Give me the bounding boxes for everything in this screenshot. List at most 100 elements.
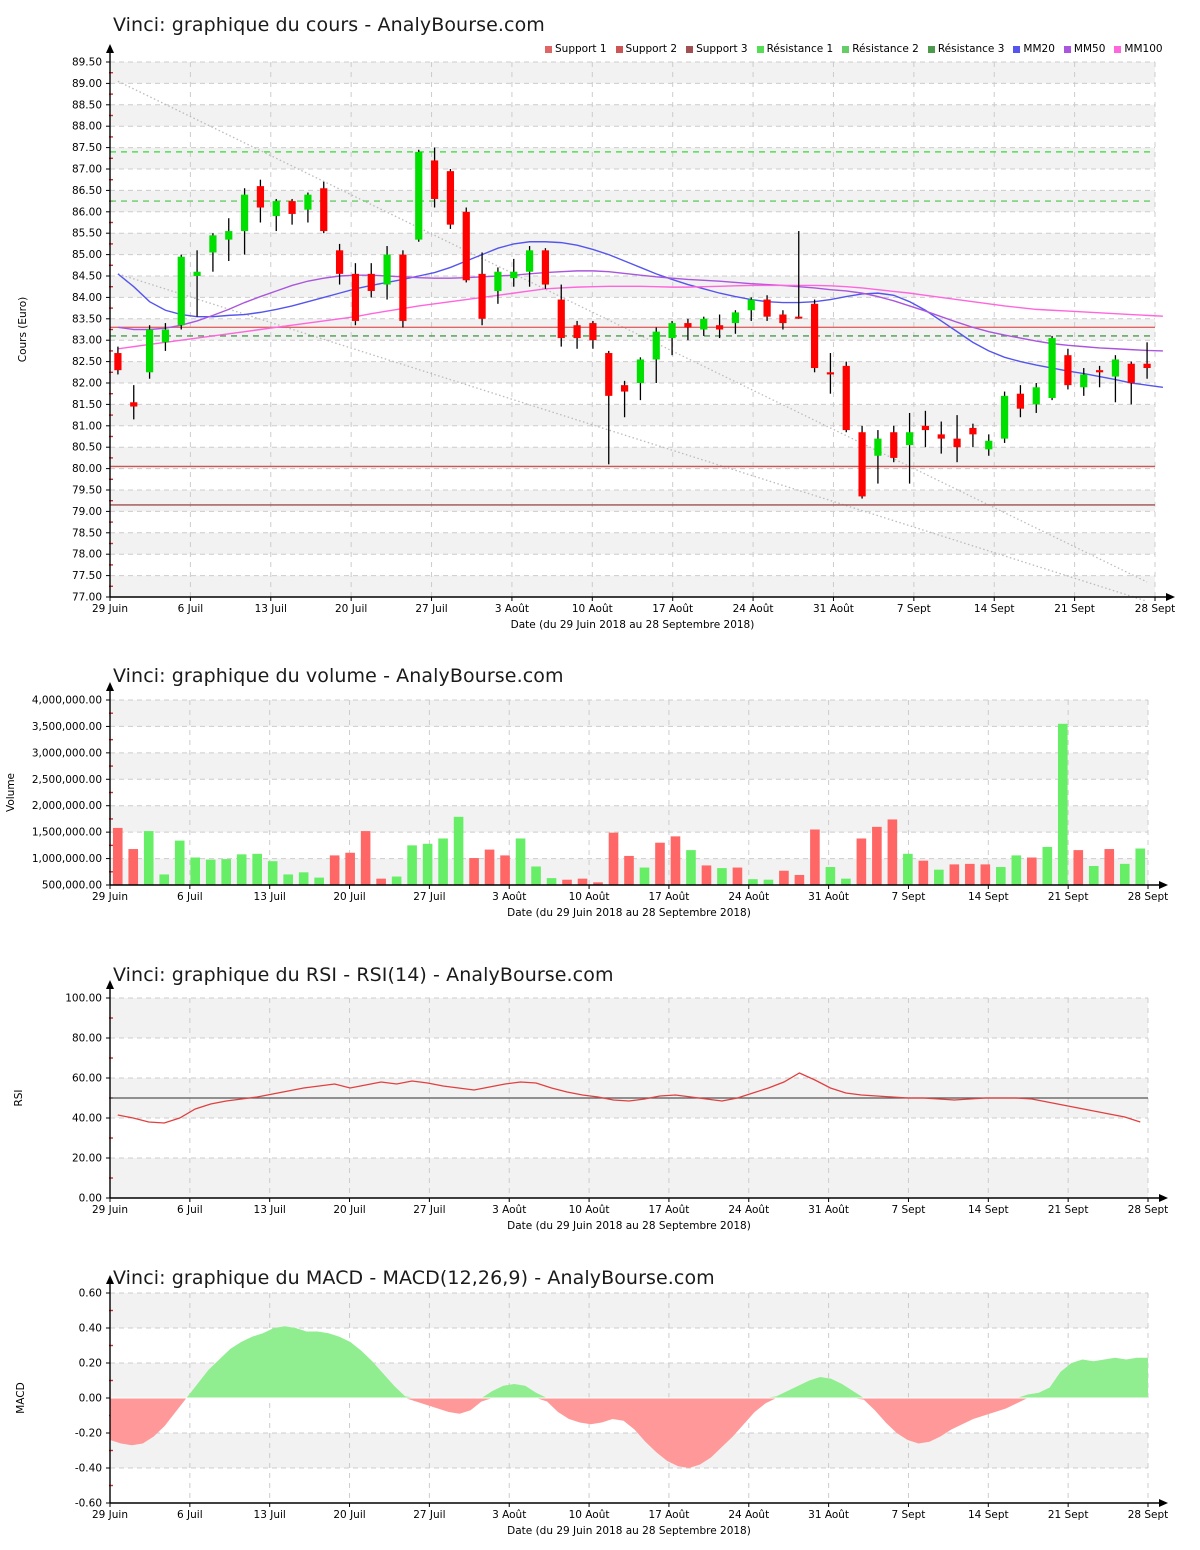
y-tick-label: 0.40 xyxy=(79,1323,102,1335)
volume-bar xyxy=(686,850,696,885)
candle-body xyxy=(779,314,787,324)
y-tick-label: -0.20 xyxy=(75,1428,102,1440)
y-tick-label: 78.50 xyxy=(72,527,102,539)
candlestick xyxy=(810,299,819,373)
x-tick-label: 24 Août xyxy=(728,1204,769,1216)
legend-swatch-icon xyxy=(545,45,552,53)
x-tick-label: 29 Juin xyxy=(92,891,128,903)
y-tick-label: 85.50 xyxy=(72,228,102,240)
y-tick-labels: 0.00 20.00 40.00 60.00 80.00 100.00 xyxy=(65,993,110,1205)
candle-body xyxy=(1111,359,1120,377)
volume-bar xyxy=(1011,855,1022,885)
volume-bar xyxy=(1104,849,1115,885)
y-tick-label: 20.00 xyxy=(72,1153,102,1165)
candle-body xyxy=(905,432,914,446)
y-tick-label: 84.00 xyxy=(72,292,102,304)
candle-body xyxy=(1143,363,1151,369)
candle-body xyxy=(446,171,455,225)
x-tick-labels: 29 Juin 6 Juil 13 Juil 20 Juil 27 Juil 3 Août… xyxy=(92,597,1175,615)
candle-body xyxy=(795,316,803,319)
candlestick xyxy=(478,252,486,326)
x-tick-label: 3 Août xyxy=(492,1509,526,1521)
y-axis-title: Volume xyxy=(5,773,17,812)
candlestick xyxy=(383,246,391,300)
legend-item-4: Résistance 2 xyxy=(842,43,919,55)
volume-bar xyxy=(1088,865,1099,885)
legend-swatch-icon xyxy=(756,45,764,53)
volume-bar xyxy=(143,831,154,885)
volume-bar xyxy=(856,838,867,885)
candle-body xyxy=(858,432,866,497)
candle-body xyxy=(1032,387,1040,405)
candle-body xyxy=(510,271,518,279)
legend-swatch-icon xyxy=(927,45,935,53)
candle-body xyxy=(272,201,280,217)
x-tick-label: 20 Juil xyxy=(335,603,367,615)
ma-line-mm20 xyxy=(117,241,1164,388)
volume-bar xyxy=(918,860,929,885)
y-tick-label: 60.00 xyxy=(72,1073,102,1085)
volume-bar xyxy=(903,853,913,885)
volume-bar xyxy=(996,867,1006,885)
x-tick-label: 21 Sept xyxy=(1048,1509,1089,1521)
x-axis-title: Date (du 29 Juin 2018 au 28 Septembre 20… xyxy=(507,1525,751,1537)
candlestick xyxy=(715,314,724,339)
y-axis-title: RSI xyxy=(13,1089,25,1106)
legend-item-3: Résistance 1 xyxy=(756,43,833,55)
x-axis-arrow xyxy=(1166,593,1175,601)
y-tick-label: 0.00 xyxy=(79,1393,102,1405)
y-axis-title: MACD xyxy=(15,1382,27,1413)
y-tick-label: 86.50 xyxy=(72,185,102,197)
y-tick-label: 77.00 xyxy=(72,592,102,604)
trend-lines xyxy=(117,80,1148,602)
x-tick-label: 27 Juil xyxy=(415,603,447,615)
volume-bar xyxy=(453,816,464,885)
legend-swatch-icon xyxy=(686,45,694,53)
x-tick-label: 27 Juil xyxy=(413,891,445,903)
x-tick-label: 28 Sept xyxy=(1128,891,1169,903)
x-tick-label: 31 Août xyxy=(808,1204,849,1216)
y-axis-arrow xyxy=(106,980,114,989)
volume-bar xyxy=(128,849,139,885)
candlestick xyxy=(272,198,280,232)
volume-bar xyxy=(1135,848,1146,885)
y-tick-label: 82.50 xyxy=(72,356,102,368)
candle-body xyxy=(114,353,122,371)
x-axis-arrow xyxy=(1159,1194,1168,1202)
candle-body xyxy=(1127,363,1135,383)
volume-bar xyxy=(608,832,619,885)
candlestick xyxy=(921,410,930,448)
y-tick-label: 83.50 xyxy=(72,313,102,325)
x-tick-label: 20 Juil xyxy=(333,891,365,903)
candlestick xyxy=(905,412,914,484)
x-tick-label: 14 Sept xyxy=(974,603,1015,615)
x-tick-labels: 29 Juin 6 Juil 13 Juil 20 Juil 27 Juil 3 Août… xyxy=(92,1503,1168,1521)
candle-body xyxy=(367,273,375,291)
volume-bar xyxy=(577,878,588,885)
y-tick-labels: -0.60 -0.40 -0.20 0.00 0.20 0.40 0.60 xyxy=(75,1288,110,1510)
y-tick-label: 85.00 xyxy=(72,249,102,261)
volume-bar xyxy=(531,866,541,885)
x-tick-label: 21 Sept xyxy=(1048,891,1089,903)
x-tick-label: 31 Août xyxy=(813,603,854,615)
candlestick xyxy=(1000,391,1009,443)
candlestick xyxy=(779,310,787,330)
x-axis-title: Date (du 29 Juin 2018 au 28 Septembre 20… xyxy=(507,907,751,919)
candle-body xyxy=(415,151,423,240)
x-tick-label: 13 Juil xyxy=(254,1204,286,1216)
candlestick xyxy=(668,320,676,356)
candle-body xyxy=(937,434,945,439)
volume-bar xyxy=(810,829,820,885)
y-tick-label: 88.50 xyxy=(72,99,102,111)
volume-bar xyxy=(112,827,123,885)
candle-body xyxy=(969,427,977,435)
legend-label: MM20 xyxy=(1023,43,1055,55)
candlestick xyxy=(193,250,201,317)
candle-body xyxy=(1095,370,1104,373)
volume-bar xyxy=(701,865,712,885)
volume-bar xyxy=(407,845,417,885)
y-tick-label: 87.50 xyxy=(72,142,102,154)
macd-negative-area xyxy=(110,1398,1148,1468)
y-tick-label: 79.00 xyxy=(72,506,102,518)
candle-body xyxy=(842,365,850,431)
